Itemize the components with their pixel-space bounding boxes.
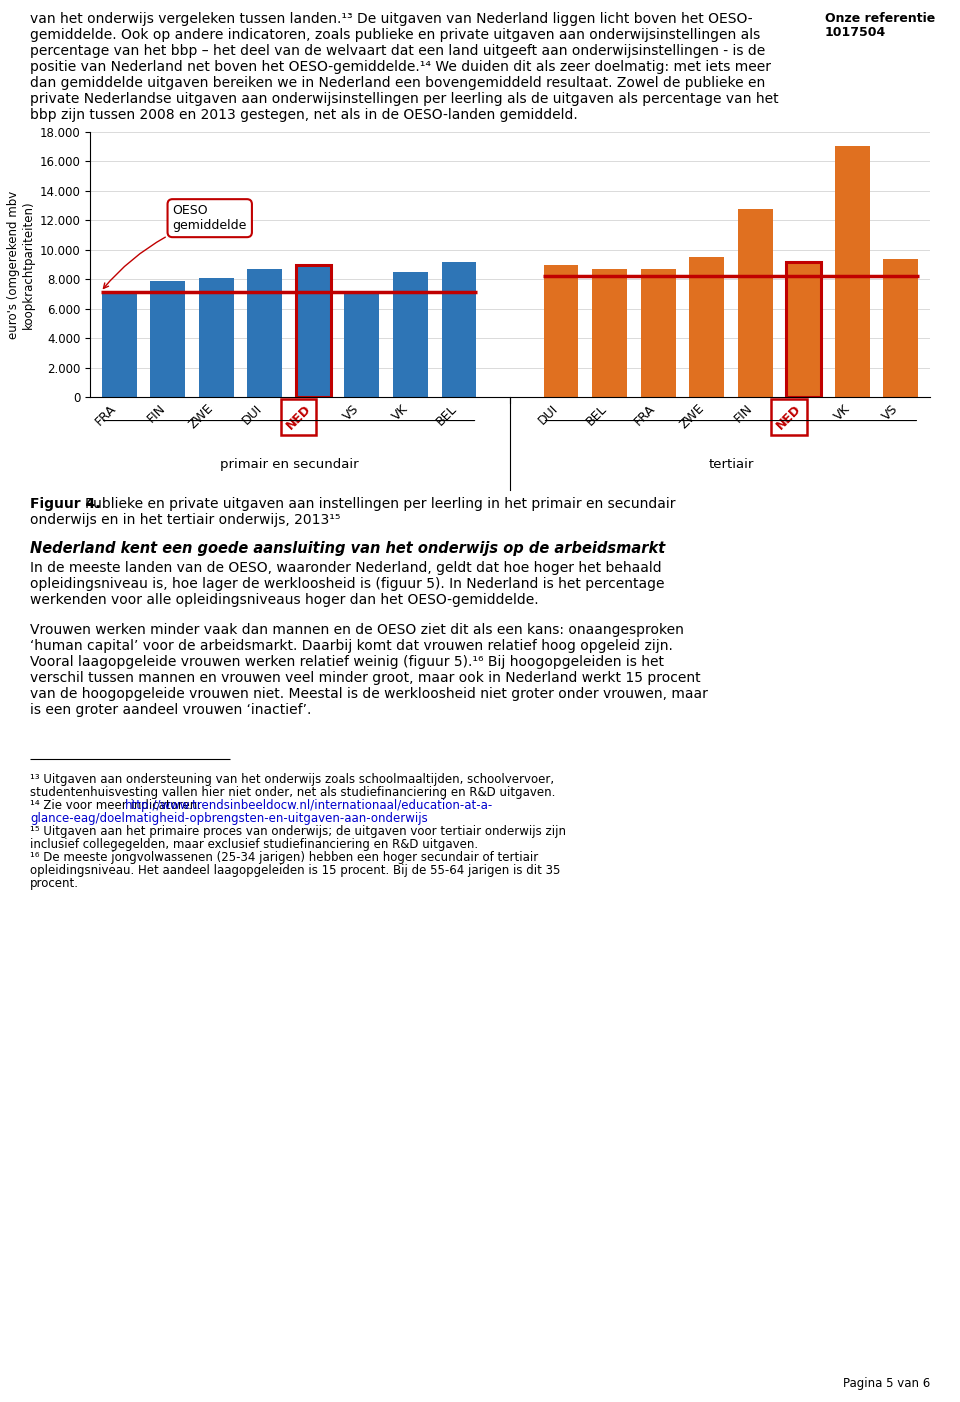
Text: tertiair: tertiair — [708, 458, 754, 471]
Text: private Nederlandse uitgaven aan onderwijsinstellingen per leerling als de uitga: private Nederlandse uitgaven aan onderwi… — [30, 93, 779, 107]
Text: ‘human capital’ voor de arbeidsmarkt. Daarbij komt dat vrouwen relatief hoog opg: ‘human capital’ voor de arbeidsmarkt. Da… — [30, 639, 673, 653]
Text: Onze referentie: Onze referentie — [825, 13, 935, 25]
Text: OESO
gemiddelde: OESO gemiddelde — [104, 205, 247, 289]
Text: 1017504: 1017504 — [825, 27, 886, 39]
Bar — [442, 262, 476, 397]
Bar — [393, 272, 428, 397]
Text: verschil tussen mannen en vrouwen veel minder groot, maar ook in Nederland werkt: verschil tussen mannen en vrouwen veel m… — [30, 672, 701, 686]
Text: Figuur 4.: Figuur 4. — [30, 496, 101, 510]
Bar — [737, 209, 773, 397]
Text: http://www.trendsinbeeldocw.nl/internationaal/education-at-a-: http://www.trendsinbeeldocw.nl/internati… — [125, 799, 493, 812]
Text: van de hoogopgeleide vrouwen niet. Meestal is de werkloosheid niet groter onder : van de hoogopgeleide vrouwen niet. Meest… — [30, 687, 708, 701]
Text: onderwijs en in het tertiair onderwijs, 2013¹⁵: onderwijs en in het tertiair onderwijs, … — [30, 513, 341, 527]
Text: Vooral laagopgeleide vrouwen werken relatief weinig (figuur 5).¹⁶ Bij hoogopgele: Vooral laagopgeleide vrouwen werken rela… — [30, 655, 664, 669]
Text: ¹⁴ Zie voor meer indicatoren:: ¹⁴ Zie voor meer indicatoren: — [30, 799, 205, 812]
Text: van het onderwijs vergeleken tussen landen.¹³ De uitgaven van Nederland liggen l: van het onderwijs vergeleken tussen land… — [30, 13, 753, 27]
Text: ¹³ Uitgaven aan ondersteuning van het onderwijs zoals schoolmaaltijden, schoolve: ¹³ Uitgaven aan ondersteuning van het on… — [30, 773, 554, 787]
Text: positie van Nederland net boven het OESO-gemiddelde.¹⁴ We duiden dit als zeer do: positie van Nederland net boven het OESO… — [30, 60, 771, 74]
Bar — [296, 265, 331, 397]
Bar — [543, 265, 579, 397]
Text: In de meeste landen van de OESO, waaronder Nederland, geldt dat hoe hoger het be: In de meeste landen van de OESO, waarond… — [30, 561, 661, 575]
Text: opleidingsniveau is, hoe lager de werkloosheid is (figuur 5). In Nederland is he: opleidingsniveau is, hoe lager de werklo… — [30, 578, 664, 592]
Bar — [345, 292, 379, 397]
Text: werkenden voor alle opleidingsniveaus hoger dan het OESO-gemiddelde.: werkenden voor alle opleidingsniveaus ho… — [30, 593, 539, 607]
Text: is een groter aandeel vrouwen ‘inactief’.: is een groter aandeel vrouwen ‘inactief’… — [30, 702, 311, 716]
Text: Publieke en private uitgaven aan instellingen per leerling in het primair en sec: Publieke en private uitgaven aan instell… — [85, 496, 676, 510]
Text: gemiddelde. Ook op andere indicatoren, zoals publieke en private uitgaven aan on: gemiddelde. Ook op andere indicatoren, z… — [30, 28, 760, 42]
Bar — [592, 269, 627, 397]
Bar — [150, 280, 185, 397]
Bar — [248, 269, 282, 397]
Text: glance-eag/doelmatigheid-opbrengsten-en-uitgaven-aan-onderwijs: glance-eag/doelmatigheid-opbrengsten-en-… — [30, 812, 428, 824]
Text: percentage van het bbp – het deel van de welvaart dat een land uitgeeft aan onde: percentage van het bbp – het deel van de… — [30, 43, 765, 57]
Text: Pagina 5 van 6: Pagina 5 van 6 — [843, 1377, 930, 1389]
Bar — [102, 293, 136, 397]
Text: opleidingsniveau. Het aandeel laagopgeleiden is 15 procent. Bij de 55-64 jarigen: opleidingsniveau. Het aandeel laagopgele… — [30, 864, 561, 878]
Text: Vrouwen werken minder vaak dan mannen en de OESO ziet dit als een kans: onaanges: Vrouwen werken minder vaak dan mannen en… — [30, 622, 684, 637]
Text: primair en secundair: primair en secundair — [220, 458, 358, 471]
Text: studentenhuisvesting vallen hier niet onder, net als studiefinanciering en R&D u: studentenhuisvesting vallen hier niet on… — [30, 787, 556, 799]
Text: bbp zijn tussen 2008 en 2013 gestegen, net als in de OESO-landen gemiddeld.: bbp zijn tussen 2008 en 2013 gestegen, n… — [30, 108, 578, 122]
Bar — [689, 257, 724, 397]
Bar — [786, 262, 821, 397]
Bar — [199, 278, 233, 397]
Bar — [640, 269, 676, 397]
Y-axis label: euro's (omgerekend mbv
koopkrachtpariteiten): euro's (omgerekend mbv koopkrachtparitei… — [8, 191, 36, 339]
Bar — [835, 146, 870, 397]
Text: Nederland kent een goede aansluiting van het onderwijs op de arbeidsmarkt: Nederland kent een goede aansluiting van… — [30, 541, 665, 557]
Text: ¹⁶ De meeste jongvolwassenen (25-34 jarigen) hebben een hoger secundair of terti: ¹⁶ De meeste jongvolwassenen (25-34 jari… — [30, 851, 539, 864]
Bar — [883, 258, 919, 397]
Text: inclusief collegegelden, maar exclusief studiefinanciering en R&D uitgaven.: inclusief collegegelden, maar exclusief … — [30, 838, 478, 851]
Text: procent.: procent. — [30, 878, 79, 890]
Text: dan gemiddelde uitgaven bereiken we in Nederland een bovengemiddeld resultaat. Z: dan gemiddelde uitgaven bereiken we in N… — [30, 76, 765, 90]
Text: ¹⁵ Uitgaven aan het primaire proces van onderwijs; de uitgaven voor tertiair ond: ¹⁵ Uitgaven aan het primaire proces van … — [30, 824, 566, 838]
